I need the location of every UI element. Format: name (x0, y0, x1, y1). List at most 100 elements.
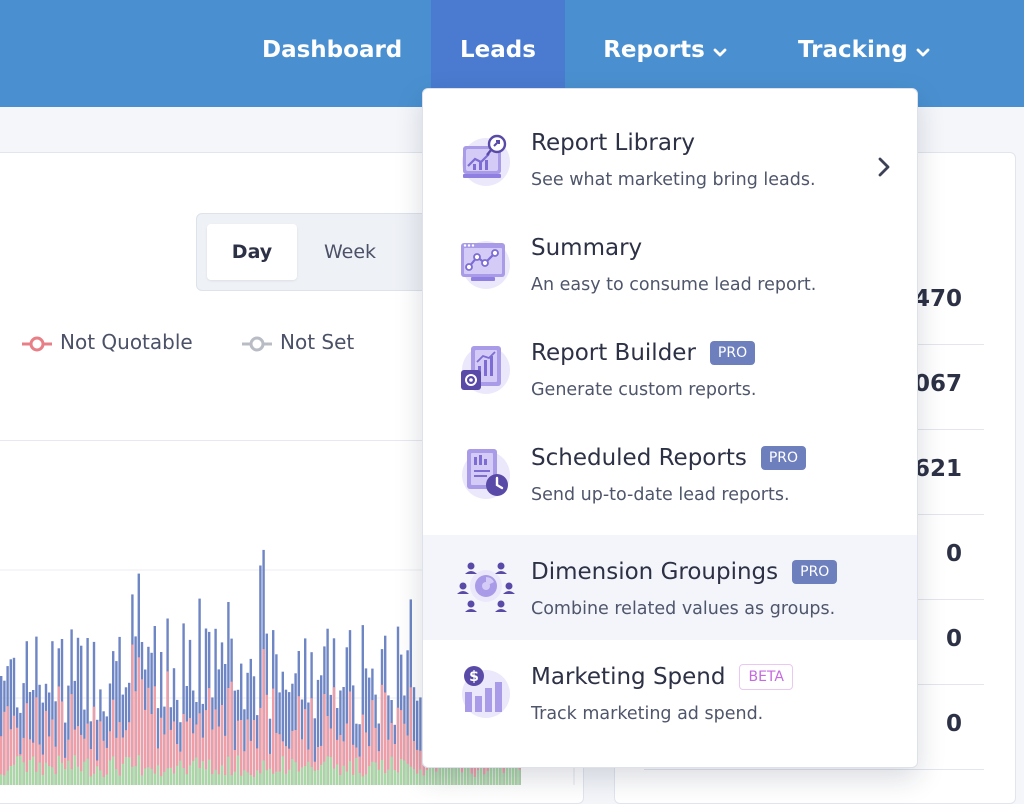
chart-bar (118, 722, 121, 785)
chart-bar (499, 764, 502, 785)
chart-bar (428, 758, 432, 785)
chart-bar (182, 623, 185, 785)
chart-bar (44, 710, 48, 785)
stat-value: 470 (913, 286, 962, 312)
chart-bar (323, 694, 326, 785)
chart-bar (326, 756, 329, 785)
chart-bar (249, 658, 252, 785)
chart-bar (51, 641, 54, 785)
chart-bar (233, 771, 236, 785)
menu-item-title: Dimension Groupings PRO (531, 559, 838, 585)
chart-bar (368, 746, 371, 785)
chart-bar (339, 735, 342, 785)
pro-badge: PRO (709, 341, 756, 365)
menu-item-dimension-groupings[interactable]: Dimension Groupings PRO Combine related v… (423, 535, 917, 640)
chart-bar (425, 769, 428, 785)
chart-bar (240, 775, 243, 785)
report-builder-icon (461, 346, 510, 394)
menu-item-marketing-spend[interactable]: $ Marketing Spend BETA Track marketing ad… (423, 640, 917, 745)
stat-value: 0 (945, 711, 962, 737)
chart-bar (198, 767, 201, 785)
chart-bar (208, 688, 211, 785)
chart-bar (284, 746, 288, 785)
toggle-week[interactable]: Week (323, 241, 377, 263)
chart-bar (182, 768, 185, 785)
chart-bar (259, 565, 262, 785)
legend-not-set[interactable]: Not Set (242, 327, 354, 357)
nav-leads[interactable]: Leads (431, 0, 565, 88)
chart-bar (476, 770, 480, 785)
chart-bar (329, 757, 332, 785)
chart-bar (6, 770, 9, 785)
chart-bar (204, 628, 208, 785)
chart-bar (153, 686, 156, 785)
chart-bar (230, 775, 233, 785)
chart-bar (236, 720, 240, 785)
chart-bar (252, 776, 256, 785)
chart-bar (35, 771, 38, 785)
chart-bar (185, 774, 188, 785)
chart-bar (438, 763, 441, 785)
stat-value: 0 (945, 626, 962, 652)
chart-bar (86, 758, 89, 785)
chart-bar (163, 734, 166, 785)
chart-bar (304, 766, 307, 785)
chart-bar (390, 723, 393, 785)
legend-marker-icon (22, 336, 52, 351)
chart-bar (80, 734, 83, 785)
chart-bar (25, 771, 28, 785)
chart-bar (240, 720, 243, 785)
menu-item-report-library[interactable]: Report Library See what marketing bring … (423, 106, 917, 211)
chart-bar (201, 761, 204, 785)
toggle-day[interactable]: Day (207, 224, 297, 280)
chart-bar (102, 740, 105, 785)
chart-bar (182, 714, 185, 785)
chart-bar (128, 757, 131, 785)
chart-bar (297, 696, 300, 785)
chart-bar (294, 762, 297, 785)
chart-bar (160, 717, 163, 785)
menu-item-report-builder[interactable]: Report Builder PRO Generate custom report… (423, 316, 917, 421)
chart-bar (224, 775, 227, 785)
menu-item-scheduled-reports[interactable]: Scheduled Reports PRO Send up-to-date lea… (423, 421, 917, 526)
chart-bar (313, 718, 316, 785)
chart-bar (188, 765, 192, 785)
chart-bar (25, 703, 28, 785)
menu-item-description: An easy to consume lead report. (531, 275, 817, 295)
nav-reports[interactable]: Reports (565, 0, 765, 100)
legend-not-quotable[interactable]: Not Quotable (22, 327, 193, 357)
nav-tracking[interactable]: Tracking (798, 0, 930, 100)
chart-bar (67, 760, 70, 785)
chart-bar (131, 644, 134, 785)
chart-bar (336, 739, 339, 785)
chart-bar (22, 762, 25, 785)
chart-bar (329, 728, 332, 785)
chart-bar (86, 723, 89, 785)
chart-bar (83, 761, 86, 785)
chart-bar (92, 773, 96, 785)
chart-bar (364, 732, 368, 785)
chart-bar (316, 679, 320, 785)
nav-dashboard[interactable]: Dashboard (262, 0, 402, 100)
menu-item-summary[interactable]: Summary An easy to consume lead report. (423, 211, 917, 316)
chart-bar (412, 769, 416, 785)
chart-bar (396, 707, 400, 785)
chart-bar (208, 759, 211, 785)
chart-bar (211, 774, 214, 785)
chart-divider (0, 440, 580, 441)
chart-bar (156, 765, 160, 785)
chart-bar (508, 760, 512, 785)
menu-item-title: Report Library (531, 130, 695, 156)
chart-bar (76, 637, 80, 785)
chart-bar (32, 756, 35, 785)
nav-dashboard-label: Dashboard (262, 37, 403, 63)
stat-divider (644, 769, 984, 770)
chart-bar (224, 735, 227, 785)
chart-bar (233, 690, 236, 785)
chart-bar (96, 719, 99, 785)
chart-bar (220, 705, 224, 785)
chart-bar (80, 645, 83, 785)
chart-bar (217, 726, 220, 785)
chart-bar (102, 777, 105, 785)
chart-bar (278, 771, 281, 785)
